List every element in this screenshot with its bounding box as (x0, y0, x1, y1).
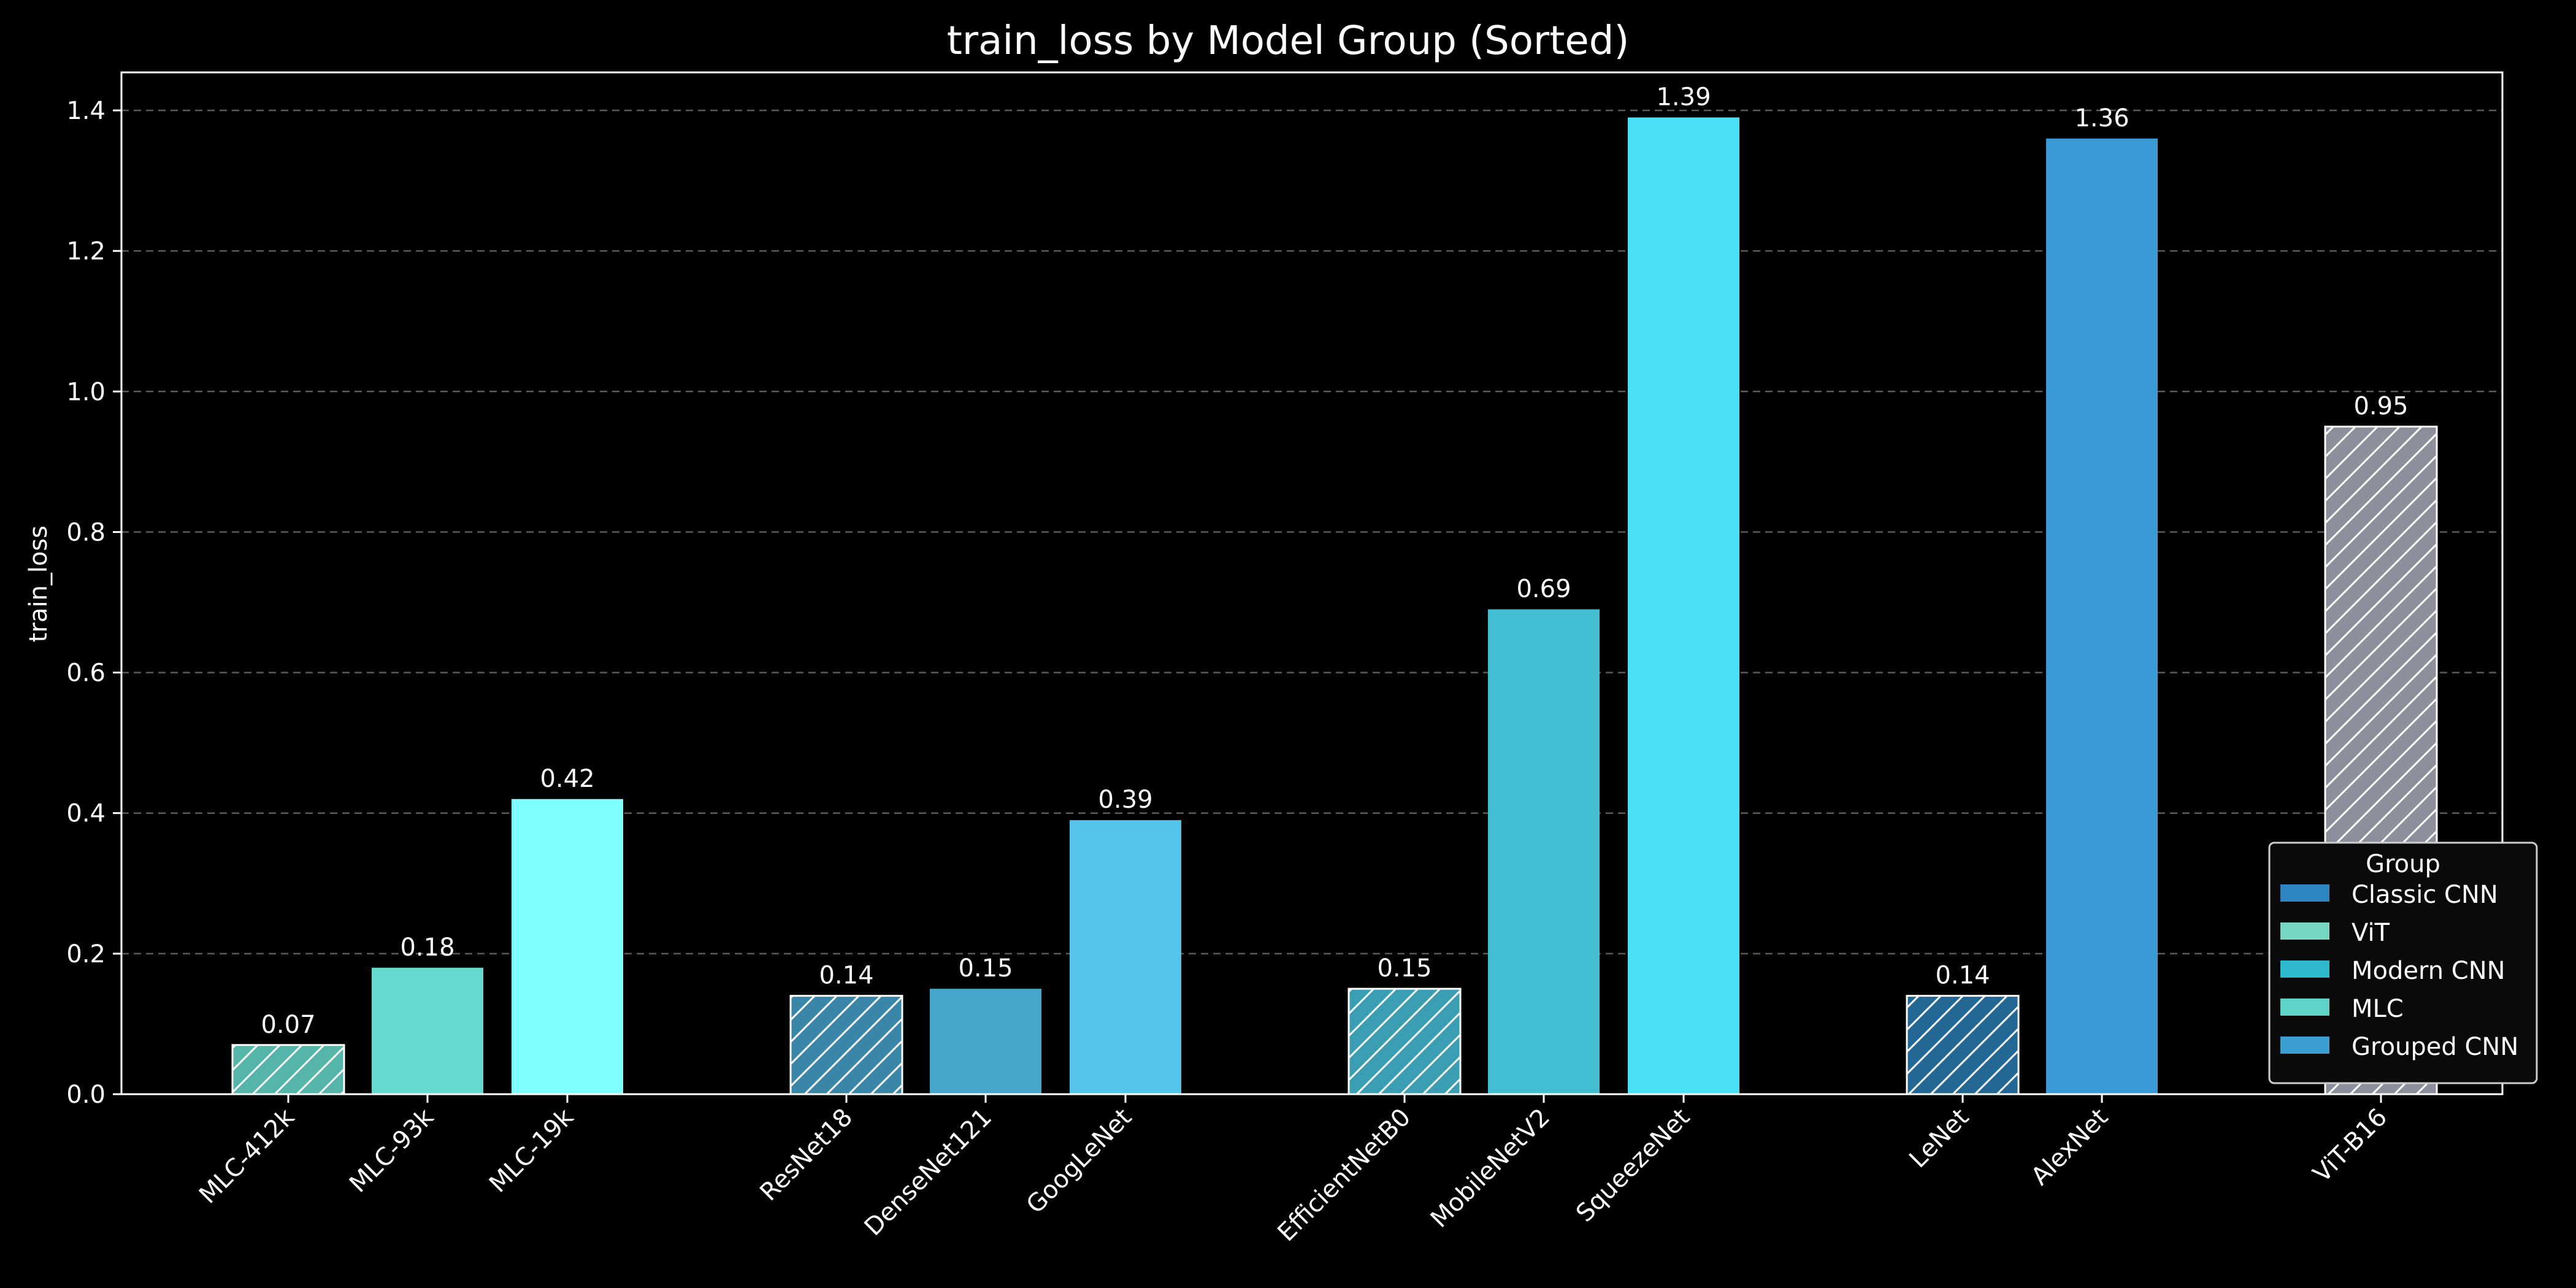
y-tick-label: 1.2 (66, 237, 105, 266)
y-tick-label: 0.2 (66, 940, 105, 968)
plot-frame (120, 71, 2504, 1095)
legend-box (2268, 841, 2538, 1084)
legend-swatch (2280, 884, 2329, 902)
x-tick-label: GoogLeNet (1021, 1103, 1137, 1219)
y-tick-label: 0.8 (66, 518, 105, 546)
bar-mobilenetv2 (1488, 609, 1600, 1094)
y-tick-label: 1.0 (66, 378, 105, 406)
x-tick-label: MLC-93k (344, 1103, 440, 1198)
legend-swatch (2280, 960, 2329, 978)
bar-squeezenet (1628, 117, 1739, 1094)
chart-title: train_loss by Model Group (Sorted) (947, 18, 1630, 64)
bar-value-label: 0.42 (540, 765, 594, 793)
legend-title: Group (2366, 850, 2440, 878)
bars: 0.07 0.18 0.42 0.14 0.15 0.39 0.15 0.69 1.39 0.14… (231, 83, 2438, 1095)
bar-densenet121 (930, 989, 1041, 1094)
y-axis-ticks: 0.0 0.2 0.4 0.6 0.8 1.0 1.2 1.4 (66, 97, 121, 1109)
x-tick-label: MLC-19k (484, 1103, 580, 1198)
legend-label: MLC (2352, 995, 2404, 1023)
bar-value-label: 0.39 (1098, 786, 1152, 814)
y-axis-label: train_loss (25, 526, 53, 642)
bar-value-label: 0.14 (1935, 962, 1990, 990)
x-tick-label: MLC-412k (194, 1103, 301, 1209)
bar-value-label: 0.95 (2353, 393, 2408, 421)
y-tick-label: 0.0 (66, 1081, 105, 1109)
bar-value-label: 0.18 (400, 933, 454, 962)
bar-efficientnetb0 (1347, 987, 1462, 1095)
bar-mlc-412k (231, 1044, 345, 1095)
bar-lenet (1906, 995, 2020, 1095)
bar-mlc-19k (512, 799, 623, 1094)
bar-alexnet (2046, 138, 2158, 1094)
legend-swatch (2280, 922, 2329, 940)
legend-label: Modern CNN (2352, 957, 2505, 985)
legend-swatch (2280, 1037, 2329, 1054)
x-tick-label: MobileNetV2 (1425, 1103, 1555, 1233)
x-tick-label: SqueezeNet (1571, 1103, 1695, 1228)
x-tick-label: ResNet18 (754, 1103, 858, 1207)
bar-value-label: 0.69 (1516, 575, 1571, 603)
y-tick-label: 1.4 (66, 97, 105, 125)
x-tick-label: EfficientNetB0 (1272, 1103, 1416, 1248)
bar-mlc-93k (372, 967, 483, 1094)
x-tick-label: DenseNet121 (859, 1103, 997, 1241)
x-tick-label: ViT-B16 (2308, 1103, 2393, 1188)
legend-label: ViT (2352, 919, 2390, 947)
x-tick-label: AlexNet (2026, 1103, 2114, 1191)
bar-value-label: 1.36 (2074, 104, 2129, 132)
legend-label: Grouped CNN (2352, 1033, 2518, 1061)
bar-value-label: 0.14 (819, 962, 873, 990)
bar-resnet18 (789, 995, 903, 1095)
x-tick-label: LeNet (1904, 1103, 1974, 1174)
bar-value-label: 0.15 (1377, 954, 1432, 983)
x-axis-ticks: MLC-412k MLC-93k MLC-19k ResNet18 DenseNet12… (194, 1094, 2393, 1247)
bar-value-label: 1.39 (1656, 83, 1711, 111)
y-tick-label: 0.6 (66, 659, 105, 688)
bar-value-label: 0.07 (261, 1011, 315, 1039)
legend: Group Classic CNN ViT Modern CNN MLC Grouped… (2268, 841, 2538, 1084)
bar-value-label: 0.15 (958, 954, 1013, 983)
legend-label: Classic CNN (2352, 881, 2498, 909)
bar-googlenet (1070, 820, 1181, 1094)
y-tick-label: 0.4 (66, 800, 105, 828)
legend-swatch (2280, 999, 2329, 1016)
